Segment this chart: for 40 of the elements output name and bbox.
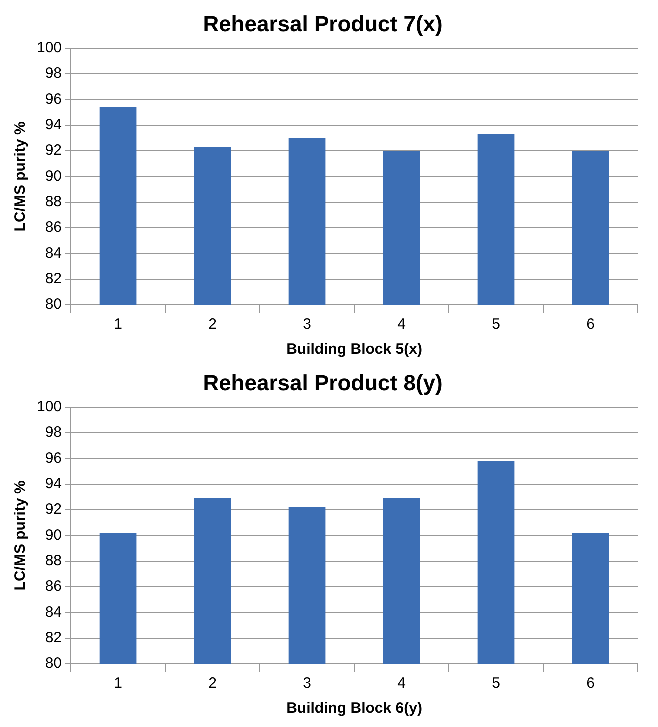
x-tick-label: 3 — [303, 675, 312, 692]
y-tick-label: 84 — [45, 604, 62, 621]
y-tick-label: 92 — [45, 142, 62, 160]
y-tick-label: 86 — [45, 578, 62, 596]
x-tick-label: 1 — [114, 675, 122, 692]
x-tick-label: 5 — [492, 316, 500, 334]
y-tick-label: 80 — [45, 655, 62, 672]
y-tick-label: 92 — [45, 501, 62, 518]
x-tick-label: 4 — [398, 675, 406, 692]
y-tick-label: 98 — [45, 65, 62, 82]
x-tick-label: 1 — [114, 316, 122, 334]
y-tick-label: 94 — [45, 116, 62, 134]
chart-title: Rehearsal Product 8(y) — [203, 370, 443, 396]
y-tick-label: 96 — [45, 90, 62, 108]
x-tick-label: 2 — [208, 675, 217, 692]
y-tick-label: 88 — [45, 552, 62, 570]
y-tick-label: 80 — [45, 296, 62, 314]
x-tick-label: 6 — [586, 316, 595, 334]
y-tick-label: 86 — [45, 219, 62, 236]
y-tick-label: 94 — [45, 476, 62, 493]
x-tick-label: 6 — [586, 675, 595, 692]
x-axis-title: Building Block 6(y) — [286, 700, 422, 718]
chart-title: Rehearsal Product 7(x) — [203, 11, 443, 36]
x-tick-label: 2 — [208, 316, 217, 334]
y-tick-label: 82 — [45, 629, 62, 646]
y-axis-title: LC/MS purity % — [12, 122, 30, 232]
y-tick-label: 98 — [45, 424, 62, 442]
x-axis-title: Building Block 5(x) — [286, 341, 422, 358]
y-tick-label: 100 — [36, 40, 62, 57]
y-tick-label: 100 — [36, 398, 62, 416]
x-tick-label: 5 — [492, 675, 500, 692]
y-tick-label: 88 — [45, 194, 62, 210]
x-tick-label: 3 — [303, 316, 312, 334]
y-tick-label: 96 — [45, 450, 62, 467]
y-tick-label: 84 — [45, 244, 62, 262]
y-tick-label: 90 — [45, 526, 62, 544]
y-axis-title: LC/MS purity % — [12, 480, 30, 591]
x-tick-label: 4 — [398, 316, 406, 334]
y-tick-label: 82 — [45, 270, 62, 288]
y-tick-label: 90 — [45, 168, 62, 185]
